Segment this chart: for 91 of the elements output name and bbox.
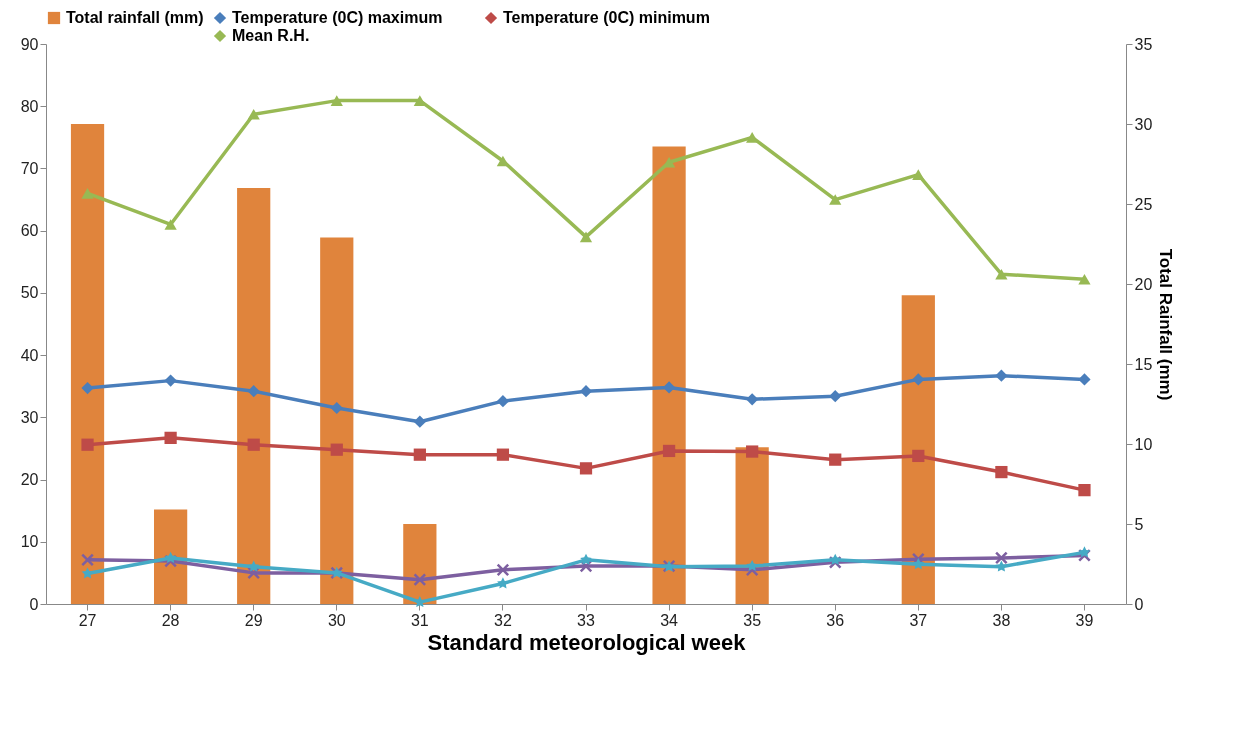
- y-tick-label: 50: [20, 284, 39, 302]
- point: [164, 374, 177, 387]
- point: [1077, 548, 1091, 562]
- point: [496, 448, 510, 461]
- point: [330, 443, 343, 456]
- point: [995, 268, 1008, 280]
- x-tick-label: 31: [410, 611, 429, 629]
- point: [413, 415, 426, 428]
- point: [81, 438, 94, 451]
- x-tick-label: 30: [327, 611, 346, 629]
- x-tick-label: 39: [1075, 611, 1094, 629]
- bar: [154, 509, 188, 604]
- point: [580, 553, 592, 565]
- point: [413, 448, 426, 461]
- y2-tick-label: 0: [1134, 595, 1144, 613]
- point: [81, 188, 94, 199]
- point: [662, 444, 676, 458]
- point: [247, 385, 260, 398]
- point: [496, 563, 510, 577]
- legend-label: Total rainfall (mm): [66, 9, 204, 26]
- bar: [652, 146, 686, 604]
- point: [247, 560, 260, 572]
- y-tick-label: 10: [20, 533, 39, 551]
- point: [829, 453, 842, 466]
- point: [662, 381, 676, 394]
- point: [829, 194, 842, 205]
- legend-label: Mean R.H.: [232, 27, 310, 44]
- y2-axis-title: Total Rainfall (mm): [1156, 248, 1176, 401]
- point: [81, 381, 94, 395]
- point: [413, 573, 427, 587]
- point: [330, 401, 343, 415]
- point: [579, 385, 593, 398]
- point: [496, 395, 510, 408]
- point: [995, 369, 1008, 382]
- x-tick-label: 27: [78, 611, 97, 629]
- point: [164, 219, 177, 230]
- point: [247, 438, 260, 451]
- point: [746, 393, 759, 406]
- bar: [70, 124, 105, 604]
- bar: [237, 188, 271, 604]
- y2-tick-label: 5: [1134, 515, 1144, 533]
- legend-label: Temperature (0C) maximum: [232, 9, 443, 26]
- point: [994, 551, 1008, 565]
- point: [995, 465, 1008, 479]
- point: [247, 109, 260, 120]
- point: [828, 555, 842, 569]
- y-tick-label: 30: [20, 408, 39, 426]
- y2-tick-label: 25: [1134, 195, 1153, 213]
- x-tick-label: 29: [244, 611, 263, 629]
- point: [330, 95, 343, 106]
- y-tick-label: 0: [29, 595, 39, 613]
- legend-label: Temperature (0C) minimum: [503, 9, 710, 26]
- point: [164, 551, 177, 563]
- point: [1078, 546, 1091, 558]
- point: [912, 558, 925, 570]
- point: [829, 553, 842, 565]
- point: [579, 462, 593, 475]
- x-tick-label: 35: [743, 611, 762, 629]
- y-tick-label: 60: [20, 222, 39, 240]
- y2-tick-label: 30: [1134, 115, 1153, 133]
- x-axis-title: Standard meteorological week: [427, 629, 747, 655]
- x-tick-label: 32: [494, 611, 512, 629]
- point: [164, 431, 177, 444]
- y2-tick-label: 15: [1134, 355, 1153, 373]
- x-tick-label: 37: [909, 611, 928, 629]
- bar: [320, 237, 354, 604]
- point: [247, 566, 261, 580]
- y-tick-label: 90: [20, 35, 39, 53]
- bar: [901, 295, 935, 604]
- x-tick-label: 38: [992, 611, 1011, 629]
- point: [164, 554, 178, 568]
- y-tick-label: 70: [20, 159, 39, 177]
- y-tick-label: 20: [20, 471, 39, 489]
- point: [829, 390, 842, 403]
- y2-tick-label: 35: [1134, 35, 1153, 53]
- point: [746, 445, 759, 458]
- y-tick-label: 40: [20, 346, 39, 364]
- x-tick-label: 36: [826, 611, 845, 629]
- y2-tick-label: 20: [1134, 275, 1153, 293]
- point: [1078, 484, 1091, 497]
- x-tick-label: 33: [577, 611, 595, 629]
- y-tick-label: 80: [20, 97, 39, 115]
- x-tick-label: 28: [161, 611, 180, 629]
- point: [912, 449, 925, 463]
- point: [912, 169, 925, 180]
- bar: [735, 447, 769, 604]
- x-tick-label: 34: [660, 611, 679, 629]
- point: [1078, 273, 1091, 285]
- point: [81, 553, 95, 567]
- point: [579, 231, 593, 243]
- y2-tick-label: 10: [1134, 435, 1153, 453]
